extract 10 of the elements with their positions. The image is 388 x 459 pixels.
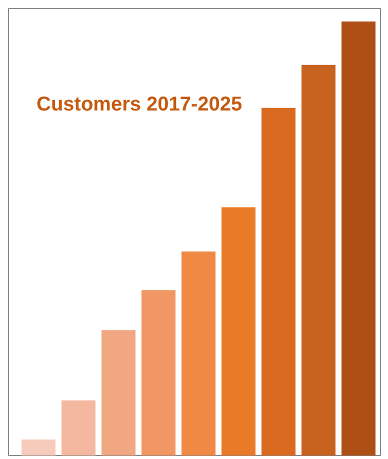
bar [182, 252, 216, 456]
bar [302, 64, 336, 456]
bar [62, 400, 96, 456]
bar [142, 290, 176, 456]
bar [22, 439, 56, 456]
bar [342, 22, 376, 456]
bar [102, 330, 136, 456]
text: Customers 2017-2025 [36, 94, 242, 116]
bar [262, 108, 296, 456]
bar [222, 207, 256, 456]
